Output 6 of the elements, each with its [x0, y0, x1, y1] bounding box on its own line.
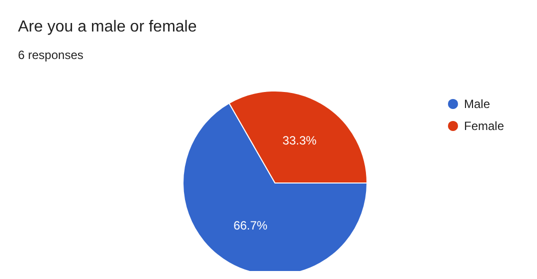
legend-label: Male	[464, 97, 490, 111]
legend-label: Female	[464, 119, 504, 133]
data-label: 66.7%	[233, 218, 268, 232]
chart-title: Are you a male or female	[18, 18, 197, 36]
text: 6 responses	[18, 48, 84, 62]
data-label: 33.3%	[282, 134, 317, 148]
